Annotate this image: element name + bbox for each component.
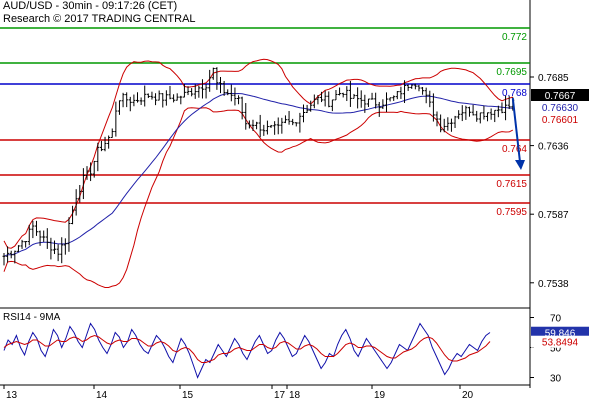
price-axis: 0.7685 0.7636 0.7587 0.7538 xyxy=(530,73,569,290)
time-tick-label-2: 15 xyxy=(182,390,194,400)
price-badge-label-0: 0.7667 xyxy=(545,91,576,102)
main-panel xyxy=(0,0,531,388)
price-badge-box-1 xyxy=(531,101,589,113)
bollinger-lower xyxy=(3,107,514,288)
time-axis: 13 14 15 17 18 19 20 xyxy=(3,385,474,400)
copyright-line: Research © 2017 TRADING CENTRAL xyxy=(3,13,196,25)
bollinger-bands xyxy=(3,58,514,288)
time-tick-label-0: 13 xyxy=(6,390,18,400)
level-lines: 0.772 0.7695 0.768 0.764 0.7615 0.7595 xyxy=(0,27,530,218)
candlesticks xyxy=(2,67,515,266)
rsi-ma-line xyxy=(3,334,491,363)
level-label-1: 0.7695 xyxy=(496,67,527,78)
price-tick-label-3: 0.7538 xyxy=(538,279,569,290)
time-tick-label-4: 18 xyxy=(289,390,301,400)
rsi-line xyxy=(3,322,491,379)
rsi-badge-label-1: 53.8494 xyxy=(542,338,579,349)
time-tick-label-5: 19 xyxy=(374,390,386,400)
level-label-5: 0.7595 xyxy=(496,207,527,218)
projection-line xyxy=(511,97,521,163)
rsi-tick-label-2: 30 xyxy=(550,374,562,385)
price-tick-label-0: 0.7685 xyxy=(538,73,569,84)
time-tick-label-6: 20 xyxy=(462,390,474,400)
rsi-tick-label-1: 50 xyxy=(550,344,562,355)
bollinger-upper xyxy=(3,58,513,249)
price-badge-box-0 xyxy=(531,89,589,101)
level-label-0: 0.772 xyxy=(502,32,527,43)
price-badge-label-2: 0.76601 xyxy=(542,115,579,126)
time-tick-label-1: 14 xyxy=(96,390,108,400)
projection-arrowhead xyxy=(515,160,525,170)
rsi-tick-label-0: 70 xyxy=(550,314,562,325)
rsi-label: RSI14 - 9MA xyxy=(3,312,61,323)
price-badge-label-1: 0.76630 xyxy=(542,103,579,114)
price-tick-label-2: 0.7587 xyxy=(538,210,569,221)
projection-arrow xyxy=(511,97,525,170)
symbol-title: AUD/USD - 30min - 09:17:26 (CET) xyxy=(3,0,178,12)
level-label-4: 0.7615 xyxy=(496,179,527,190)
price-tick-label-1: 0.7636 xyxy=(538,142,569,153)
rsi-badge-box-1 xyxy=(531,335,589,348)
level-label-2: 0.768 xyxy=(502,88,527,99)
moving-average xyxy=(3,92,513,257)
rsi-badge-label-0: 59.846 xyxy=(545,329,576,340)
level-label-3: 0.764 xyxy=(502,144,527,155)
time-tick-label-3: 17 xyxy=(274,390,286,400)
price-badge-box-2 xyxy=(531,113,589,125)
